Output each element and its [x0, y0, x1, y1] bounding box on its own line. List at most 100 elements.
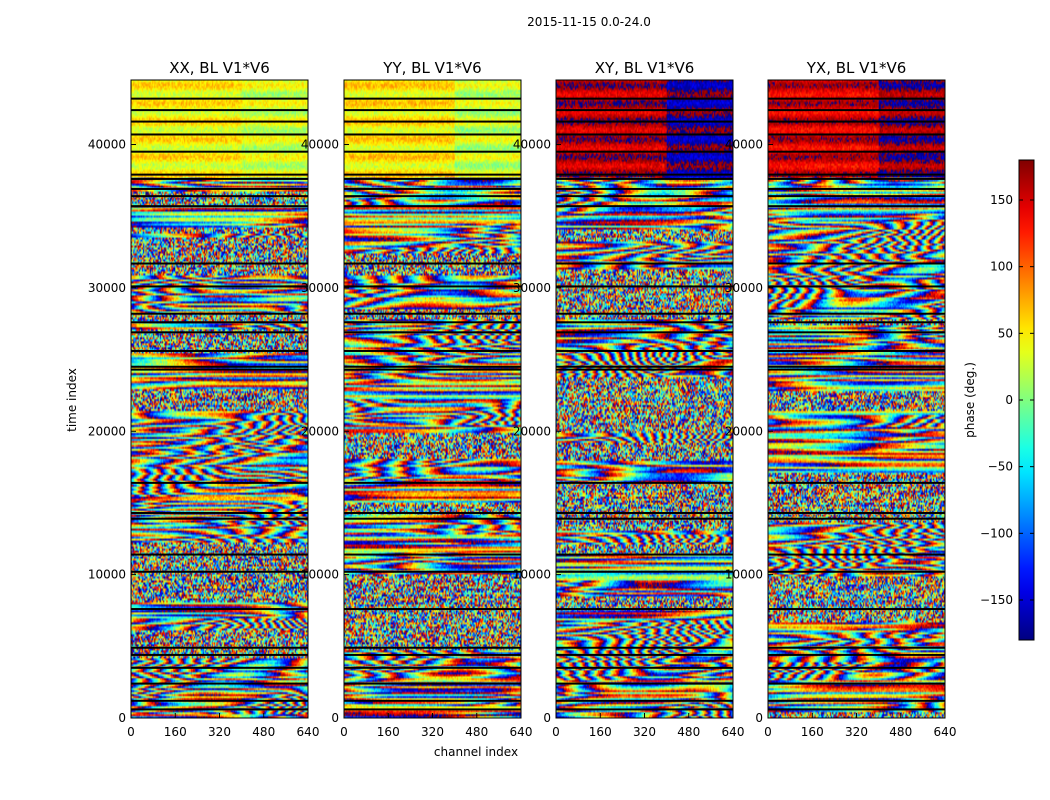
panel-1: YY, BL V1*V6 0 160 320 480 640 0 10000 20000 3000…	[301, 59, 533, 739]
panel-1-flag-row-26	[344, 133, 521, 136]
panel-1-ytick-label-2: 20000	[301, 424, 339, 438]
panel-1-ytick-label-4: 40000	[301, 138, 339, 152]
panel-3-flag-row-7	[768, 570, 945, 573]
panel-3-flag-row-15	[768, 331, 945, 334]
panel-0-flag-row-23	[131, 177, 308, 180]
panel-3-flag-row-4	[768, 653, 945, 656]
figure-suptitle: 2015-11-15 0.0-24.0	[527, 15, 651, 29]
panel-1-xtick-label-4: 640	[510, 725, 533, 739]
panel-2-flag-row-2	[556, 682, 733, 685]
panel-2-flag-row-14	[556, 349, 733, 352]
panel-0-flag-row-22	[131, 187, 308, 190]
panel-3-flag-row-21	[768, 195, 945, 198]
panel-3-flag-row-5	[768, 646, 945, 649]
colorbar-tick-label-4: 50	[998, 326, 1013, 340]
panel-3-ytick-label-1: 10000	[725, 568, 763, 582]
panel-0-phase-image	[131, 80, 308, 718]
panel-3-flag-row-11	[768, 481, 945, 484]
panel-1-flag-row-27	[344, 120, 521, 123]
panel-2-flag-row-8	[556, 553, 733, 556]
panel-1-phase-image	[344, 80, 521, 718]
panel-0-flag-row-12	[131, 368, 308, 371]
panel-0-ytick-label-4: 40000	[88, 138, 126, 152]
panel-2-xtick-label-0: 0	[552, 725, 560, 739]
panel-1-ytick-label-0: 0	[331, 711, 339, 725]
panel-1-xtick-label-1: 160	[377, 725, 400, 739]
panel-2-flag-row-17	[556, 312, 733, 315]
panel-3-flag-row-3	[768, 666, 945, 669]
panel-3-flag-row-1	[768, 699, 945, 702]
panel-1-flag-row-22	[344, 187, 521, 190]
panel-3-flag-row-23	[768, 177, 945, 180]
panel-1-xtick-label-3: 480	[465, 725, 488, 739]
panel-1-flag-row-1	[344, 699, 521, 702]
panel-3-flag-row-22	[768, 187, 945, 190]
panel-1-flag-row-8	[344, 553, 521, 556]
panel-3-flag-row-29	[768, 97, 945, 100]
panel-1-flag-row-6	[344, 608, 521, 611]
panel-0-ytick-label-0: 0	[118, 711, 126, 725]
panel-0-flag-row-28	[131, 109, 308, 112]
x-axis-label: channel index	[434, 745, 518, 759]
panel-1-flag-row-13	[344, 365, 521, 368]
panel-1-xtick-label-2: 320	[421, 725, 444, 739]
panel-3-flag-row-16	[768, 321, 945, 324]
panel-3-xtick-label-4: 640	[934, 725, 957, 739]
heatmap-panels: XX, BL V1*V6 0 160 320 480 640 0 10000 20000 3000…	[88, 59, 957, 739]
panel-1-ytick-label-3: 30000	[301, 281, 339, 295]
panel-1-flag-row-15	[344, 331, 521, 334]
panel-0-flag-row-7	[131, 570, 308, 573]
panel-3-ytick-label-0: 0	[755, 711, 763, 725]
panel-3-ytick-label-4: 40000	[725, 138, 763, 152]
panel-0-flag-row-10	[131, 511, 308, 514]
y-axis-label: time index	[65, 368, 79, 432]
panel-0-flag-row-26	[131, 133, 308, 136]
panel-3-flag-row-9	[768, 517, 945, 520]
panel-1-xtick-label-0: 0	[340, 725, 348, 739]
colorbar-tick-label-1: −100	[980, 526, 1013, 540]
panel-1-flag-row-20	[344, 205, 521, 208]
panel-0-flag-row-24	[131, 173, 308, 176]
panel-0-flag-row-2	[131, 682, 308, 685]
panel-2-flag-row-28	[556, 109, 733, 112]
colorbar-tick-label-6: 150	[990, 193, 1013, 207]
panel-1-flag-row-17	[344, 312, 521, 315]
panel-0-flag-row-21	[131, 195, 308, 198]
panel-3-flag-row-24	[768, 173, 945, 176]
panel-1-flag-row-4	[344, 653, 521, 656]
panel-1-flag-row-25	[344, 150, 521, 153]
colorbar-tick-label-3: 0	[1005, 393, 1013, 407]
panel-0-flag-row-11	[131, 481, 308, 484]
panel-0-flag-row-17	[131, 312, 308, 315]
panel-2-xtick-label-4: 640	[722, 725, 745, 739]
panel-3-flag-row-18	[768, 285, 945, 288]
panel-2-title: XY, BL V1*V6	[595, 59, 695, 77]
panel-0-xtick-label-3: 480	[252, 725, 275, 739]
panel-3-flag-row-26	[768, 133, 945, 136]
panel-2-flag-row-21	[556, 195, 733, 198]
panel-3-ytick-label-2: 20000	[725, 424, 763, 438]
panel-3-flag-row-10	[768, 511, 945, 514]
colorbar-tick-label-0: −150	[980, 593, 1013, 607]
panel-0-flag-row-18	[131, 285, 308, 288]
panel-2-flag-row-20	[556, 205, 733, 208]
panel-0-ytick-label-2: 20000	[88, 424, 126, 438]
panel-0-flag-row-1	[131, 699, 308, 702]
panel-0-flag-row-8	[131, 553, 308, 556]
panel-2-phase-image	[556, 80, 733, 718]
panel-2-ytick-label-3: 30000	[513, 281, 551, 295]
panel-3-flag-row-14	[768, 349, 945, 352]
panel-2-flag-row-24	[556, 173, 733, 176]
panel-2-flag-row-18	[556, 285, 733, 288]
panel-1-flag-row-0	[344, 708, 521, 711]
panel-3-xtick-label-0: 0	[764, 725, 772, 739]
panel-1-flag-row-24	[344, 173, 521, 176]
panel-1-flag-row-10	[344, 511, 521, 514]
panel-2-flag-row-29	[556, 97, 733, 100]
panel-0: XX, BL V1*V6 0 160 320 480 640 0 10000 20000 3000…	[88, 59, 320, 739]
panel-0-ytick-label-3: 30000	[88, 281, 126, 295]
panel-1-flag-row-9	[344, 517, 521, 520]
panel-2-flag-row-10	[556, 511, 733, 514]
panel-2-flag-row-1	[556, 699, 733, 702]
panel-0-flag-row-14	[131, 349, 308, 352]
